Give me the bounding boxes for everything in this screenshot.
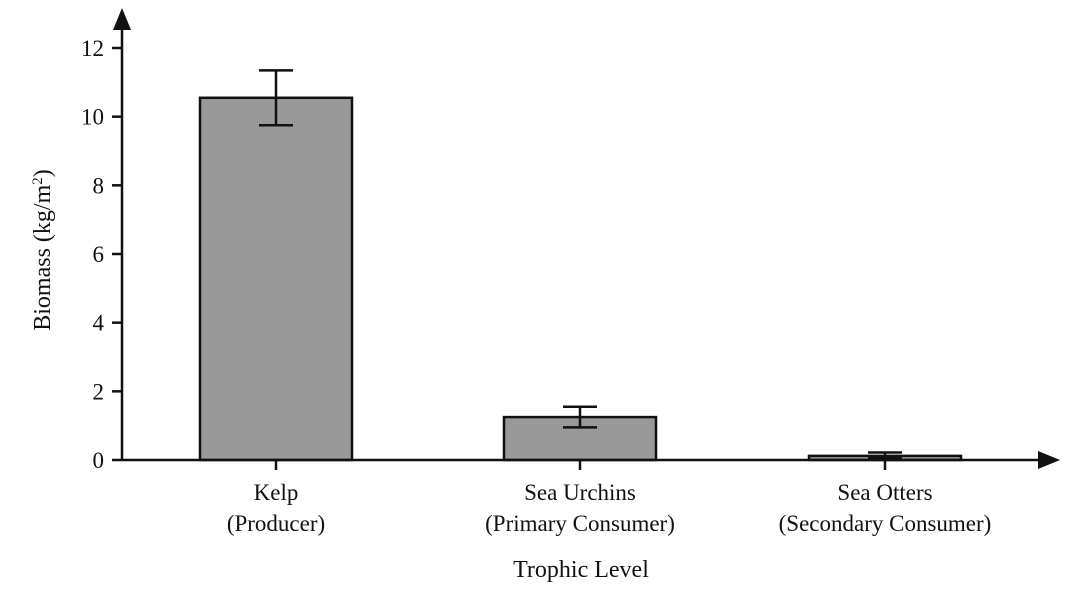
x-category-label-line1: Kelp xyxy=(254,480,299,505)
y-axis-title: Biomass (kg/m2) xyxy=(30,169,56,331)
y-axis-title-sup: 2 xyxy=(30,177,46,185)
y-tick-label: 10 xyxy=(81,105,104,130)
y-tick-label: 4 xyxy=(93,311,105,336)
y-tick-label: 2 xyxy=(93,379,105,404)
x-category-labels: Kelp (Producer) Sea Urchins (Primary Consum… xyxy=(227,460,992,536)
y-tick-label: 0 xyxy=(93,448,105,473)
y-ticks: 0 2 4 6 8 10 12 xyxy=(81,36,122,473)
x-category-label-line2: (Primary Consumer) xyxy=(485,511,675,536)
x-category-label-line2: (Producer) xyxy=(227,511,325,536)
y-axis-title-main: Biomass (kg/m xyxy=(30,184,56,330)
x-axis-title: Trophic Level xyxy=(513,557,649,583)
y-axis-arrowhead xyxy=(113,8,131,30)
y-tick-label: 8 xyxy=(93,173,105,198)
y-tick-label: 6 xyxy=(93,242,105,267)
bar xyxy=(198,96,354,462)
x-axis-arrowhead xyxy=(1038,451,1060,469)
x-category-label-line1: Sea Otters xyxy=(837,480,932,505)
x-category-label-line2: (Secondary Consumer) xyxy=(779,511,992,536)
error-bars-layer xyxy=(259,69,902,460)
x-category-label-line1: Sea Urchins xyxy=(524,480,636,505)
y-tick-label: 12 xyxy=(81,36,104,61)
y-axis-title-close: ) xyxy=(30,169,56,177)
